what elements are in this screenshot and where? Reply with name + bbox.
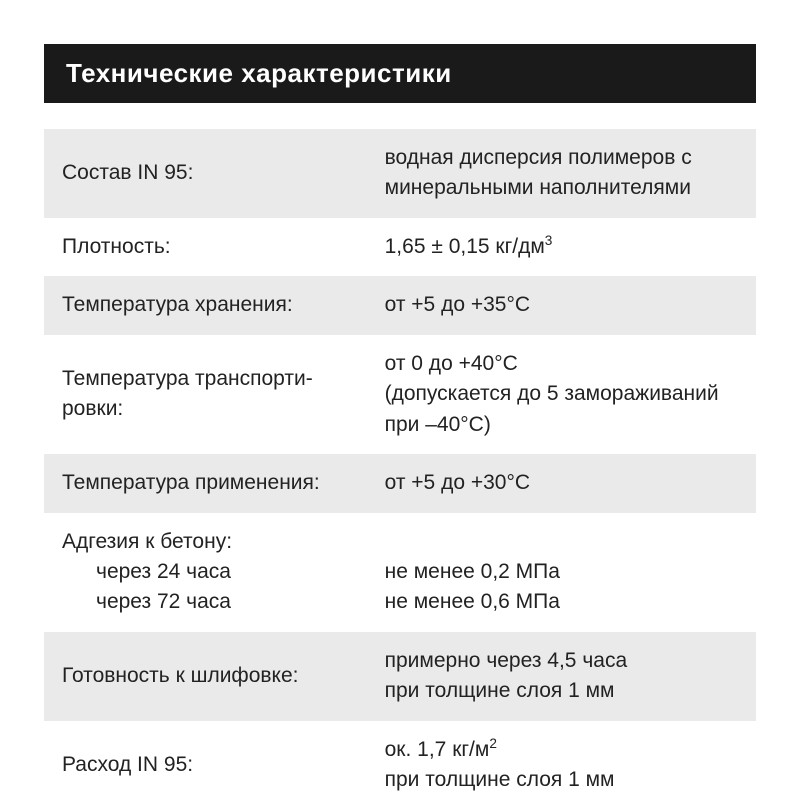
section-header: Технические характеристики bbox=[44, 44, 756, 103]
row-label: Температура применения: bbox=[44, 454, 379, 512]
table-row: Плотность:1,65 ± 0,15 кг/дм3 bbox=[44, 218, 756, 276]
spec-table: Состав IN 95:водная дисперсия полимеров … bbox=[44, 129, 756, 810]
row-value: не менее 0,2 МПане менее 0,6 МПа bbox=[379, 513, 756, 632]
row-value: 1,65 ± 0,15 кг/дм3 bbox=[379, 218, 756, 276]
table-row: Расход IN 95:ок. 1,7 кг/м2при толщине сл… bbox=[44, 721, 756, 810]
row-label: Готовность к шлифовке: bbox=[44, 632, 379, 721]
table-row: Температура транспорти-ровки:от 0 до +40… bbox=[44, 335, 756, 454]
row-value: от +5 до +30°С bbox=[379, 454, 756, 512]
table-row: Температура хранения:от +5 до +35°С bbox=[44, 276, 756, 334]
table-row: Температура применения:от +5 до +30°С bbox=[44, 454, 756, 512]
row-value: ок. 1,7 кг/м2при толщине слоя 1 мм bbox=[379, 721, 756, 810]
table-row: Состав IN 95:водная дисперсия полимеров … bbox=[44, 129, 756, 218]
row-value: водная дисперсия полимеров с минеральным… bbox=[379, 129, 756, 218]
spec-table-body: Состав IN 95:водная дисперсия полимеров … bbox=[44, 129, 756, 810]
row-label: Температура хранения: bbox=[44, 276, 379, 334]
row-value: от 0 до +40°С(допускается до 5 заморажив… bbox=[379, 335, 756, 454]
row-value: примерно через 4,5 часапри толщине слоя … bbox=[379, 632, 756, 721]
row-label: Температура транспорти-ровки: bbox=[44, 335, 379, 454]
row-value: от +5 до +35°С bbox=[379, 276, 756, 334]
row-label: Состав IN 95: bbox=[44, 129, 379, 218]
table-row: Адгезия к бетону:через 24 часачерез 72 ч… bbox=[44, 513, 756, 632]
row-label: Расход IN 95: bbox=[44, 721, 379, 810]
row-label: Адгезия к бетону:через 24 часачерез 72 ч… bbox=[44, 513, 379, 632]
row-label: Плотность: bbox=[44, 218, 379, 276]
table-row: Готовность к шлифовке:примерно через 4,5… bbox=[44, 632, 756, 721]
